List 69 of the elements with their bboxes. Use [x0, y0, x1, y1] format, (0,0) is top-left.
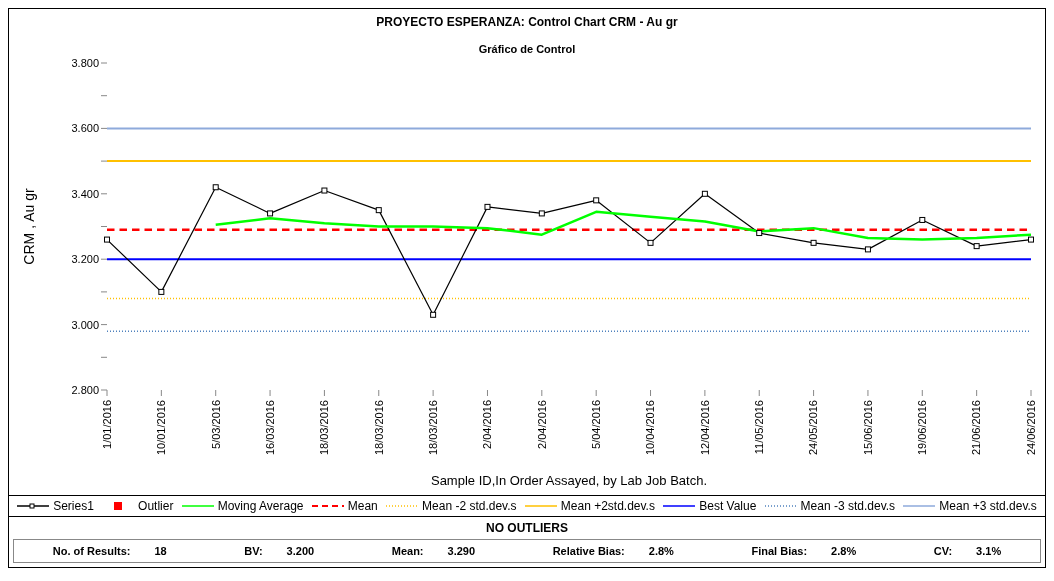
text: 3.200 — [286, 545, 315, 557]
y-tick-label: 3.600 — [71, 122, 99, 135]
point — [430, 311, 437, 318]
point — [104, 236, 110, 243]
point — [484, 203, 491, 210]
x-tick-label: 5/04/2016 — [589, 400, 602, 449]
point — [1028, 236, 1034, 243]
text: NO OUTLIERS — [485, 520, 569, 537]
text: 3.290 — [447, 545, 476, 557]
x-tick-label: 24/05/2016 — [807, 400, 820, 456]
point — [158, 288, 165, 295]
legend-label: Mean +3 std.dev.s — [938, 499, 1037, 513]
text: CV: — [933, 545, 953, 557]
x-tick-label: 16/03/2016 — [263, 400, 276, 456]
point — [212, 184, 219, 191]
x-tick-label: 2/04/2016 — [481, 400, 494, 449]
chart-title: PROYECTO ESPERANZA: Control Chart CRM - Au gr — [375, 15, 679, 29]
x-tick-label: 11/05/2016 — [753, 400, 766, 455]
legend-label: Series1 — [52, 499, 94, 513]
point — [810, 239, 817, 246]
point — [538, 210, 545, 217]
text: 2.8% — [831, 545, 857, 557]
legend-label: Best Value — [698, 499, 757, 513]
chart-subtitle: Gráfico de Control — [477, 43, 577, 55]
x-tick-label: 21/06/2016 — [970, 400, 983, 456]
point — [267, 210, 274, 217]
point — [756, 230, 763, 237]
legend-label: Mean -2 std.dev.s — [421, 499, 517, 513]
text: 2.8% — [648, 545, 674, 557]
point — [593, 197, 600, 204]
x-axis-title: Sample ID,In Order Assayed, by Lab Job Batch. — [430, 473, 708, 488]
x-tick-label: 2/04/2016 — [535, 400, 548, 449]
legend-label: Outlier — [137, 499, 174, 513]
text: Relative Bias: — [552, 545, 625, 557]
y-tick-label: 3.000 — [71, 318, 99, 331]
legend-label: Mean +2std.dev.s — [559, 499, 655, 513]
text: BV: — [244, 545, 263, 557]
x-tick-label: 18/03/2016 — [318, 400, 331, 456]
point — [321, 187, 328, 194]
y-tick-label: 2.800 — [71, 383, 99, 396]
point — [375, 207, 382, 214]
x-tick-label: 24/06/2016 — [1024, 400, 1037, 456]
point — [864, 246, 871, 253]
point — [647, 239, 654, 246]
text: No. of Results: — [52, 545, 131, 557]
y-axis-title: CRM , Au gr — [20, 188, 37, 265]
y-tick-label: 3.200 — [71, 253, 99, 266]
x-tick-label: 19/06/2016 — [916, 400, 929, 456]
legend-label: Mean -3 std.dev.s — [799, 499, 896, 513]
x-tick-label: 18/03/2016 — [372, 400, 385, 456]
x-tick-label: 15/06/2016 — [861, 400, 874, 456]
line-series — [214, 210, 1033, 241]
text: 3.1% — [976, 545, 1002, 557]
x-tick-label: 18/03/2016 — [426, 400, 439, 456]
legend-label: Moving Average — [216, 499, 304, 513]
y-tick-label: 3.800 — [71, 56, 99, 69]
x-tick-label: 1/01/2016 — [100, 400, 113, 449]
x-tick-label: 10/04/2016 — [644, 400, 657, 456]
x-tick-label: 5/03/2016 — [209, 400, 222, 449]
x-tick-label: 12/04/2016 — [698, 400, 711, 456]
legend-label: Mean — [346, 499, 378, 513]
text: Final Bias: — [751, 545, 808, 557]
point — [973, 243, 980, 250]
y-tick-label: 3.400 — [71, 187, 99, 200]
x-tick-label: 10/01/2016 — [155, 400, 168, 456]
point — [919, 216, 926, 223]
text: 18 — [154, 545, 167, 557]
point — [701, 190, 708, 197]
text: Mean: — [391, 545, 424, 557]
